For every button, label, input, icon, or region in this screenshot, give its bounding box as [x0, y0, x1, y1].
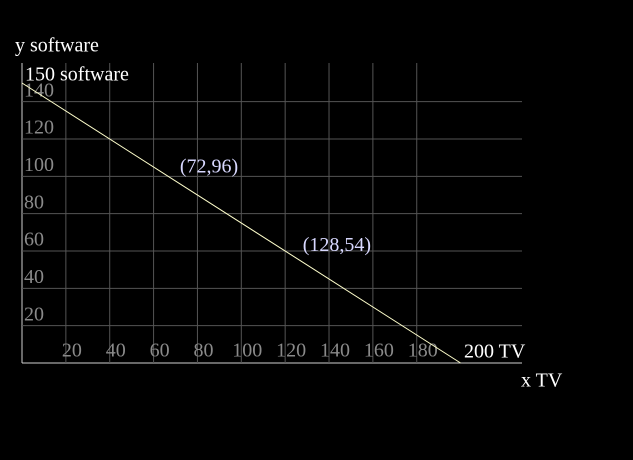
y-tick-label: 20 [24, 303, 44, 325]
y-intercept-label: 150 software [25, 64, 129, 86]
x-tick-label: 140 [320, 340, 350, 362]
y-tick-label: 120 [24, 117, 54, 139]
x-tick-label: 40 [106, 340, 126, 362]
point-label: (72,96) [180, 155, 238, 177]
point-label: (128,54) [303, 234, 371, 256]
x-tick-label: 60 [150, 340, 170, 362]
x-tick-label: 160 [364, 340, 394, 362]
y-tick-label: 40 [24, 266, 44, 288]
x-tick-label: 20 [62, 340, 82, 362]
y-tick-label: 80 [24, 191, 44, 213]
x-axis-label: x TV [521, 370, 563, 392]
y-tick-label: 60 [24, 229, 44, 251]
y-tick-label: 140 [24, 79, 54, 101]
x-tick-label: 80 [193, 340, 213, 362]
x-intercept-label: 200 TV [464, 341, 526, 363]
line [21, 82, 461, 364]
y-axis-label: y software [15, 35, 99, 57]
plot: 20 40 60 80 100 120 140 160 180 20 40 60 80 100 120 140… [21, 63, 522, 364]
x-tick-label: 120 [276, 340, 306, 362]
x-tick-label: 180 [408, 340, 438, 362]
x-tick-label: 100 [232, 340, 262, 362]
y-tick-label: 100 [24, 154, 54, 176]
